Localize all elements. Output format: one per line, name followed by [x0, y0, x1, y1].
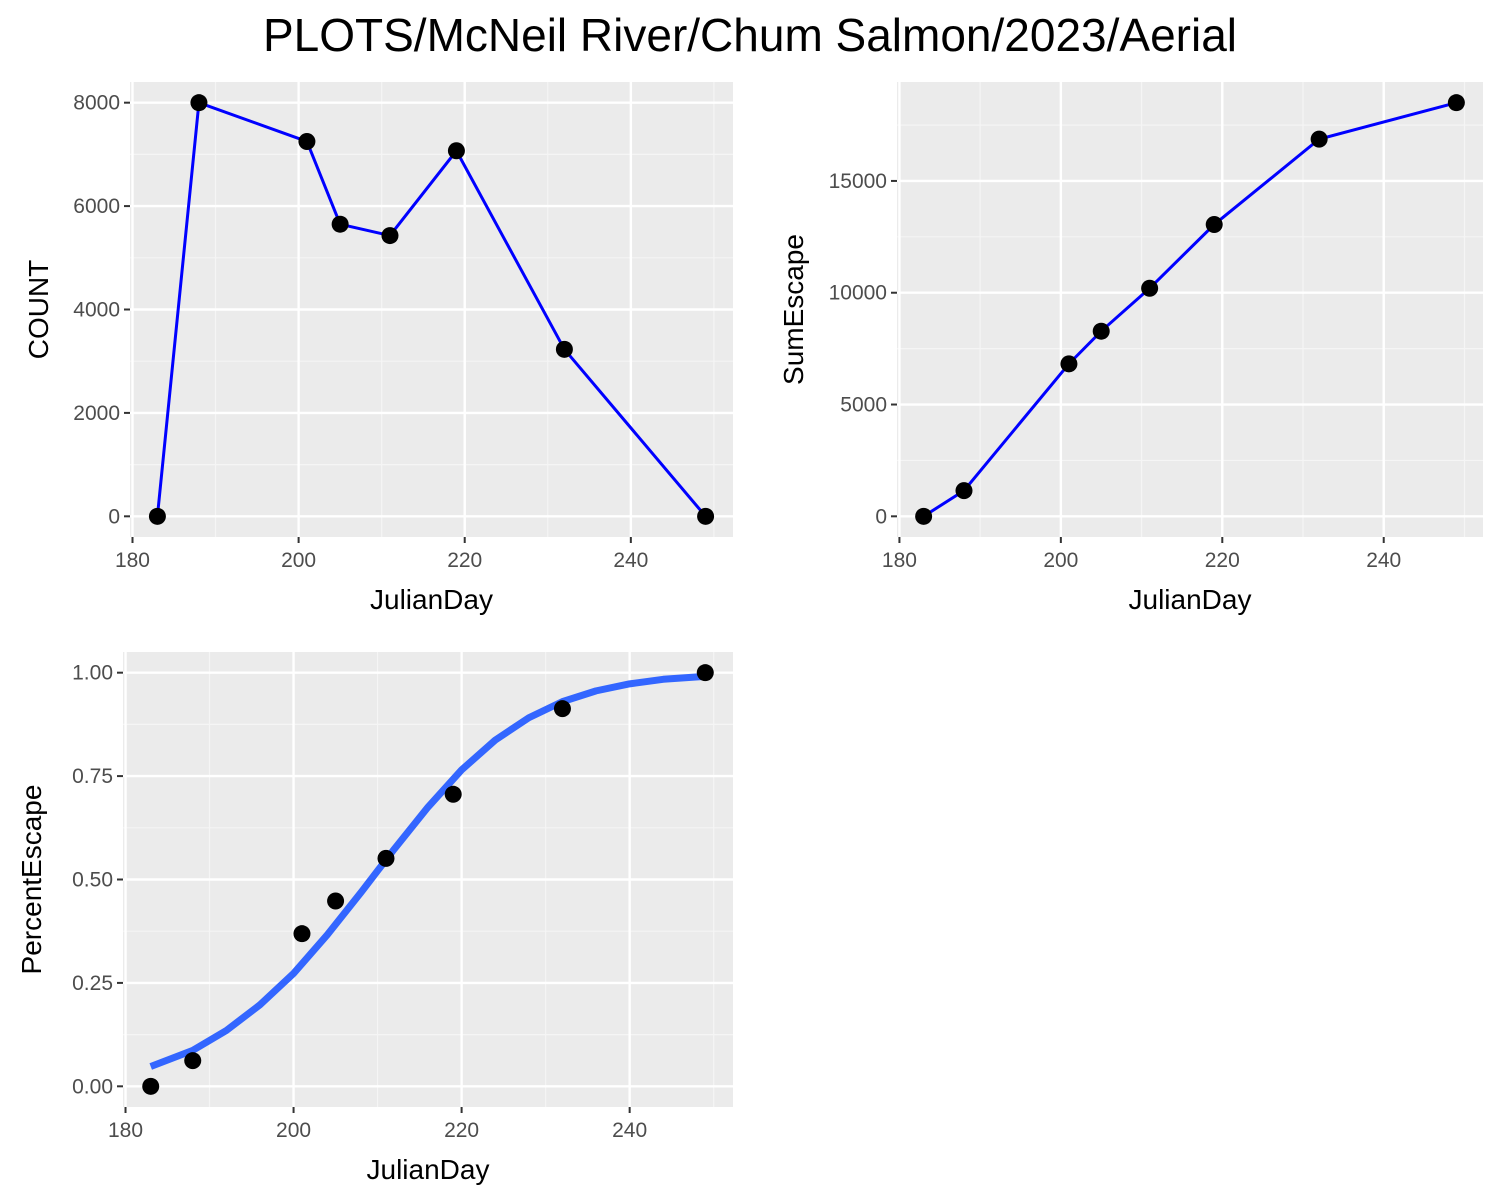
chart1-y-tick-label: 0	[108, 505, 120, 528]
chart1-data-point	[447, 142, 465, 160]
chart3-x-tick-label: 220	[444, 1119, 479, 1142]
chart3-x-tick-label: 200	[276, 1119, 311, 1142]
chart3-data-point	[327, 892, 345, 910]
chart2-panel-background	[897, 82, 1483, 537]
sum-escape-panel: 180 200 220 240 0 5000 10000 15000 JulianDay SumE…	[778, 82, 1483, 615]
chart1-data-point	[190, 94, 208, 112]
chart2-y-tick-label: 10000	[829, 282, 887, 305]
chart1-data-point	[148, 507, 166, 525]
chart1-y-tick-label: 8000	[73, 92, 120, 115]
chart3-data-point	[696, 664, 714, 682]
chart1-y-tick-label: 6000	[73, 195, 120, 218]
chart2-data-point	[1141, 279, 1159, 297]
chart3-x-axis-label: JulianDay	[367, 1154, 490, 1185]
chart2-data-point	[955, 482, 973, 500]
chart1-series-line	[155, 100, 707, 518]
chart1-x-tick-label: 240	[613, 549, 648, 572]
chart2-y-tick-label: 5000	[840, 394, 887, 417]
chart3-x-tick-label: 180	[108, 1119, 143, 1142]
chart3-y-tick-label: 0.50	[72, 869, 113, 892]
chart1-data-point	[381, 227, 399, 245]
chart1-y-tick-label: 4000	[73, 299, 120, 322]
page-title: PLOTS/McNeil River/Chum Salmon/2023/Aeri…	[262, 9, 1238, 61]
chart2-data-point	[1310, 130, 1328, 148]
chart3-x-tick-label: 240	[612, 1119, 647, 1142]
chart2-y-axis-label: SumEscape	[778, 234, 809, 385]
chart3-data-point	[142, 1077, 160, 1095]
chart1-x-tick-label: 200	[281, 549, 316, 572]
chart1-x-tick-label: 180	[115, 549, 150, 572]
chart2-data-point	[915, 507, 933, 525]
chart2-y-tick-label: 15000	[829, 170, 887, 193]
chart2-data-point	[1060, 355, 1078, 373]
chart1-y-tick-label: 2000	[73, 402, 120, 425]
chart3-data-point	[444, 785, 462, 803]
chart2-x-tick-label: 240	[1366, 549, 1401, 572]
chart2-data-point	[1447, 94, 1465, 112]
chart2-x-axis-label: JulianDay	[1129, 584, 1252, 615]
chart2-x-tick-label: 180	[882, 549, 917, 572]
chart3-data-point	[184, 1052, 202, 1070]
chart3-y-tick-label: 0.75	[72, 765, 113, 788]
chart3-data-point	[293, 925, 311, 943]
chart1-data-point	[331, 215, 349, 233]
percent-escape-panel: 180 200 220 240 0.00 0.25 0.50 0.75 1.00 JulianDa…	[16, 652, 733, 1185]
chart3-y-tick-label: 0.00	[72, 1075, 113, 1098]
chart1-y-axis-label: COUNT	[23, 260, 54, 360]
chart2-data-point	[1092, 322, 1110, 340]
chart1-data-point	[697, 507, 715, 525]
chart1-x-axis-label: JulianDay	[370, 584, 493, 615]
chart2-series-line	[922, 101, 1457, 518]
chart1-data-point	[298, 132, 316, 150]
chart3-y-tick-label: 0.25	[72, 972, 113, 995]
chart1-x-tick-label: 220	[447, 549, 482, 572]
chart2-y-tick-label: 0	[875, 505, 887, 528]
count-panel: 180 200 220 240 0 2000 4000 6000 8000 JulianDay CO…	[23, 82, 733, 615]
chart1-data-point	[555, 340, 573, 358]
chart3-data-point	[377, 849, 395, 867]
chart3-fit-curve	[149, 672, 706, 1070]
chart3-data-point	[553, 700, 571, 718]
chart2-x-tick-label: 220	[1205, 549, 1240, 572]
chart3-y-tick-label: 1.00	[72, 662, 113, 685]
chart3-y-axis-label: PercentEscape	[16, 785, 47, 975]
chart2-data-point	[1205, 216, 1223, 234]
chart2-x-tick-label: 200	[1043, 549, 1078, 572]
